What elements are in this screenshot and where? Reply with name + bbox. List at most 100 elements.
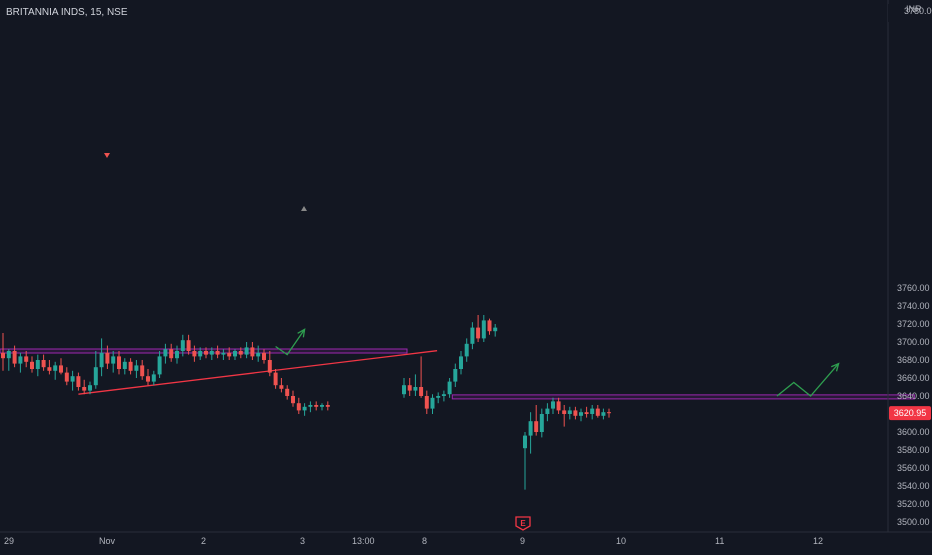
candle-body (279, 385, 284, 389)
candle-body (227, 352, 232, 357)
candle-body (93, 367, 98, 386)
candle-down (105, 345, 110, 369)
candle-body (209, 351, 214, 355)
time-label-9: 9 (520, 536, 525, 546)
candle-up (53, 361, 58, 380)
overlay-layer (104, 153, 840, 397)
price-tick-label: 3760.00 (897, 283, 930, 293)
candle-down (146, 369, 150, 386)
candle-down (128, 358, 133, 375)
candle-up (539, 408, 544, 438)
candle-body (567, 410, 572, 414)
candle-down (296, 397, 301, 414)
candle-body (12, 351, 17, 364)
candle-body (302, 406, 307, 411)
time-label-3: 3 (300, 536, 305, 546)
candle-down (192, 345, 197, 362)
candle-body (186, 340, 191, 351)
support-zone-lower (451, 394, 915, 400)
candle-body (493, 327, 498, 332)
candle-body (476, 327, 481, 339)
candle-down (1, 333, 5, 371)
candle-body (215, 351, 220, 355)
candle-body (325, 405, 330, 407)
time-label-10: 10 (616, 536, 626, 546)
candle-down (607, 408, 611, 418)
candle-down (476, 315, 481, 342)
candle-up (134, 360, 139, 378)
candle-up (320, 403, 324, 411)
candle-up (493, 324, 498, 337)
price-tick-label: 3560.00 (897, 463, 930, 473)
candle-body (30, 361, 34, 369)
candle-up (157, 351, 162, 378)
candle-down (215, 345, 220, 359)
low-marker-icon (301, 206, 307, 211)
candle-body (111, 356, 116, 364)
candle-down (573, 406, 578, 420)
time-axis[interactable]: 29 Nov 2 3 13:00 8 9 10 11 12 (0, 531, 932, 546)
candle-body (590, 408, 595, 414)
candle-up (209, 347, 214, 360)
candle-down (41, 354, 46, 371)
candle-up (18, 352, 23, 373)
candle-down (584, 406, 589, 418)
candle-body (267, 360, 272, 373)
candle-body (198, 351, 203, 357)
candle-body (238, 351, 243, 355)
candle-body (204, 351, 208, 355)
candle-up (163, 343, 168, 364)
price-tick-label: 3520.00 (897, 499, 930, 509)
candle-body (53, 365, 58, 371)
candle-body (447, 381, 452, 395)
candle-body (573, 410, 578, 416)
candle-body (244, 347, 249, 355)
candle-down (140, 360, 145, 380)
time-label-11: 11 (715, 536, 724, 546)
projection-arrow-1 (275, 329, 306, 356)
candle-up (88, 381, 92, 395)
time-label-12: 12 (813, 536, 823, 546)
candle-body (140, 365, 145, 377)
price-tick-label: 3580.00 (897, 445, 930, 455)
candles-layer (1, 315, 611, 490)
candle-up (601, 408, 606, 420)
candle-up (481, 315, 486, 342)
earnings-label: E (520, 519, 526, 528)
candle-body (481, 320, 486, 339)
earnings-flag-icon[interactable]: E (515, 516, 531, 531)
candle-down (562, 405, 567, 427)
candle-body (314, 405, 319, 407)
price-tick-label: 3660.00 (897, 373, 930, 383)
candle-body (470, 327, 475, 344)
candle-body (402, 385, 406, 395)
price-tick-label: 3500.00 (897, 517, 930, 527)
candle-down (291, 390, 295, 407)
candle-body (64, 372, 69, 382)
candle-body (47, 367, 52, 371)
price-axis[interactable]: 3760.00 3740.00 3720.00 3700.00 3680.00 3660.… (887, 0, 932, 532)
candle-body (1, 352, 5, 359)
candle-up (111, 351, 116, 373)
candle-down (82, 379, 87, 395)
candle-body (296, 403, 301, 411)
candle-body (163, 349, 168, 357)
candle-body (70, 376, 75, 382)
ascending-trendline (78, 350, 438, 395)
candle-body (157, 356, 162, 375)
currency-label: INR (906, 4, 922, 14)
time-label-nov: Nov (99, 536, 116, 546)
candle-up (256, 345, 261, 362)
candle-down (64, 367, 69, 386)
candle-up (551, 397, 555, 414)
candle-down (47, 360, 52, 375)
candle-up (447, 378, 452, 398)
candle-body (221, 352, 226, 355)
candle-body (250, 347, 255, 357)
price-tick-label: 3720.00 (897, 319, 930, 329)
symbol-title[interactable]: BRITANNIA INDS, 15, NSE (6, 7, 128, 18)
candle-down (250, 342, 255, 360)
candle-body (262, 352, 266, 360)
